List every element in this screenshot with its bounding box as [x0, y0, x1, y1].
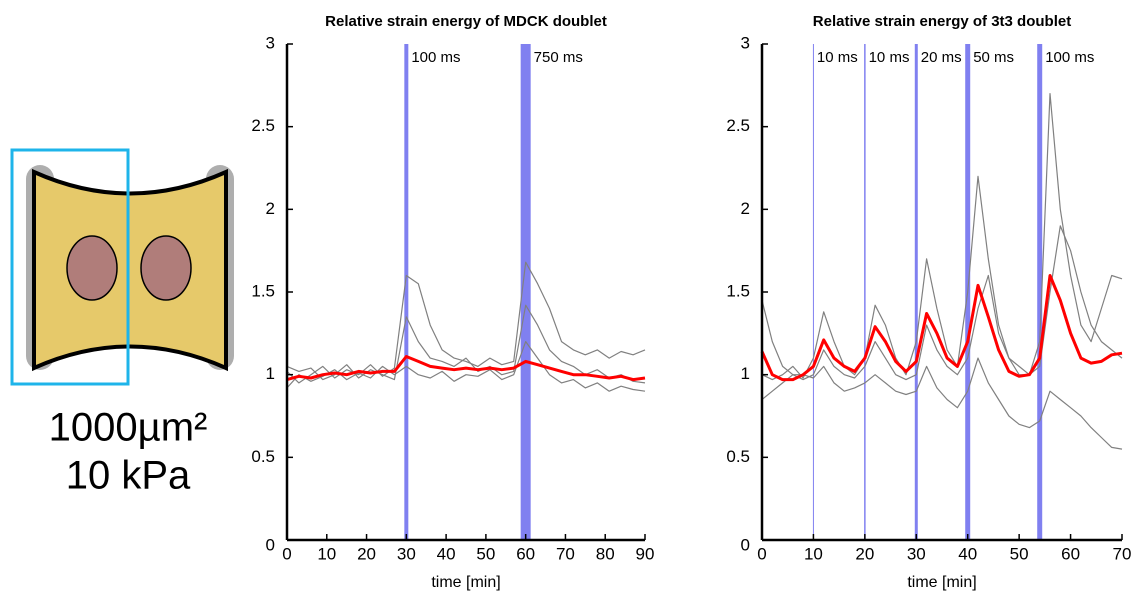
stimulation-label: 10 ms	[869, 49, 910, 66]
x-tick-label: 0	[282, 544, 291, 563]
y-tick-label: 1.5	[251, 281, 275, 300]
trace-line	[286, 341, 646, 392]
y-tick-label: 1	[266, 364, 275, 383]
area-label: 1000µm²	[49, 406, 208, 450]
y-tick-label: 3	[266, 33, 275, 52]
doublet-illustration: 1000µm² 10 kPa	[10, 148, 234, 498]
x-tick-label: 30	[907, 544, 926, 563]
mean-line	[286, 355, 646, 382]
x-axis-label: time [min]	[907, 574, 976, 591]
x-tick-label: 70	[556, 544, 575, 563]
chart-title: Relative strain energy of MDCK doublet	[325, 13, 607, 30]
y-tick-label: 0.5	[726, 447, 750, 466]
trace-line	[761, 93, 1123, 381]
y-tick-label: 0	[266, 535, 275, 554]
chart: Relative strain energy of MDCK doublet10…	[251, 13, 654, 591]
stimulation-label: 100 ms	[411, 49, 460, 66]
x-tick-label: 70	[1113, 544, 1132, 563]
stimulation-label: 750 ms	[534, 49, 583, 66]
x-tick-label: 60	[1061, 544, 1080, 563]
stimulation-label: 50 ms	[973, 49, 1014, 66]
stiffness-label: 10 kPa	[66, 454, 191, 498]
x-tick-label: 40	[437, 544, 456, 563]
trace-line	[761, 225, 1123, 381]
nucleus	[66, 235, 118, 301]
stimulation-label: 20 ms	[921, 49, 962, 66]
cell-doublet	[32, 168, 228, 372]
y-tick-label: 2.5	[726, 116, 750, 135]
nucleus	[140, 235, 192, 301]
x-tick-label: 0	[757, 544, 766, 563]
x-tick-label: 20	[855, 544, 874, 563]
x-tick-label: 60	[516, 544, 535, 563]
y-tick-label: 2	[266, 199, 275, 218]
x-tick-label: 10	[317, 544, 336, 563]
y-tick-label: 0.5	[251, 447, 275, 466]
y-tick-label: 0	[741, 535, 750, 554]
trace-line	[761, 357, 1123, 450]
x-tick-label: 90	[636, 544, 655, 563]
trace-line	[286, 261, 646, 384]
chart: Relative strain energy of 3t3 doublet 10 …	[726, 13, 1131, 591]
y-tick-label: 1	[741, 364, 750, 383]
x-tick-label: 30	[397, 544, 416, 563]
trace-line	[286, 304, 646, 384]
stimulation-label: 10 ms	[817, 49, 858, 66]
x-tick-label: 50	[476, 544, 495, 563]
y-tick-label: 2	[741, 199, 750, 218]
x-tick-label: 20	[357, 544, 376, 563]
y-tick-label: 1.5	[726, 281, 750, 300]
y-tick-label: 3	[741, 33, 750, 52]
mean-line	[760, 274, 1123, 382]
x-axis-label: time [min]	[431, 574, 500, 591]
selection-box	[10, 148, 130, 386]
x-tick-label: 80	[596, 544, 615, 563]
x-tick-label: 10	[804, 544, 823, 563]
x-tick-label: 50	[1010, 544, 1029, 563]
stimulation-label: 100 ms	[1045, 49, 1094, 66]
x-tick-label: 40	[958, 544, 977, 563]
y-tick-label: 2.5	[251, 116, 275, 135]
chart-title: Relative strain energy of 3t3 doublet	[813, 13, 1071, 30]
